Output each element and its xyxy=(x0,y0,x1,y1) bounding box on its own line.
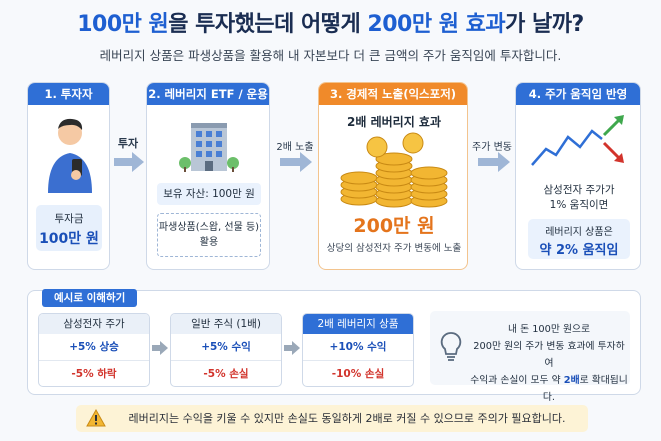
summary-line3-b: 2배 xyxy=(563,375,580,386)
example-down: -10% 손실 xyxy=(331,368,385,380)
leverage-move-box: 레버리지 상품은 약 2% 움직임 xyxy=(528,219,630,259)
step-price-movement-label: 4. 주가 움직임 반영 xyxy=(516,83,640,105)
arrow-price-change-label: 주가 변동 xyxy=(472,142,512,153)
summary-line2: 200만 원의 주가 변동 효과에 투자하여 xyxy=(473,341,625,369)
step-etf-label: 2. 레버리지 ETF / 운용사 xyxy=(147,83,269,123)
warning-text: 레버리지는 수익을 키울 수 있지만 손실도 동일하게 2배로 커질 수 있으므… xyxy=(128,412,566,425)
price-move-text: 삼성전자 주가가 1% 움직이면 xyxy=(516,183,640,213)
title-end: 가 날까? xyxy=(505,12,584,37)
example-column-leverage: 2배 레버리지 상품 +10% 수익 -10% 손실 xyxy=(302,313,414,387)
title-effect: 200만 원 효과 xyxy=(367,12,506,37)
investment-amount-box: 투자금 100만 원 xyxy=(36,205,102,251)
summary-line3-c: 로 확대됩니다. xyxy=(542,375,628,403)
example-down: -5% 손실 xyxy=(203,368,249,380)
leverage-effect-text: 2배 레버리지 효과 xyxy=(347,115,441,129)
stock-trend-icon xyxy=(531,115,624,166)
arrow-right-icon xyxy=(152,341,168,355)
example-tag: 예시로 이해하기 xyxy=(42,289,138,307)
lightbulb-icon xyxy=(440,332,462,361)
example-head: 2배 레버리지 상품 xyxy=(303,314,413,334)
summary-text: 내 돈 100만 원으로 200만 원의 주가 변동 효과에 투자하여 수익과 … xyxy=(470,321,628,406)
derivatives-line2: 활용 xyxy=(199,237,219,248)
example-down: -5% 하락 xyxy=(71,368,117,380)
price-move-line1: 삼성전자 주가가 xyxy=(543,184,615,196)
warning-icon xyxy=(86,409,106,427)
example-column-stock: 삼성전자 주가 +5% 상승 -5% 하락 xyxy=(38,313,150,387)
leverage-move-amount: 약 2% 움직임 xyxy=(539,243,619,258)
derivatives-line1: 파생상품(스왑, 선물 등) xyxy=(158,222,260,233)
exposure-amount: 200만 원 xyxy=(353,215,435,237)
example-summary: 내 돈 100만 원으로 200만 원의 주가 변동 효과에 투자하여 수익과 … xyxy=(430,311,630,403)
title-amount: 100만 원 xyxy=(77,12,169,37)
asset-holding-box: 보유 자산: 100만 원 xyxy=(157,183,261,205)
investment-amount: 100만 원 xyxy=(39,231,99,247)
example-head: 일반 주식 (1배) xyxy=(171,314,281,334)
example-section: 예시로 이해하기 삼성전자 주가 +5% 상승 -5% 하락 일반 주식 (1배… xyxy=(27,289,641,403)
step-etf-card: 2. 레버리지 ETF / 운용사 보유 자산: 100만 원 파생상품(스왑,… xyxy=(146,82,270,270)
example-head: 삼성전자 주가 xyxy=(39,314,149,334)
example-up: +5% 상승 xyxy=(39,334,149,361)
example-up: +5% 수익 xyxy=(171,334,281,361)
page-title: 100만 원을 투자했는데 어떻게 200만 원 효과가 날까? xyxy=(0,6,661,38)
leverage-move-line1: 레버리지 상품은 xyxy=(545,227,613,238)
step-investor-label: 1. 투자자 xyxy=(28,83,109,105)
arrow-right-icon xyxy=(280,152,312,172)
title-middle: 을 투자했는데 어떻게 xyxy=(168,12,368,37)
example-up: +10% 수익 xyxy=(303,334,413,361)
arrow-right-icon xyxy=(478,152,510,172)
step-price-movement-card: 4. 주가 움직임 반영 삼성전자 주가가 1% 움직이면 레버리지 상품은 약… xyxy=(515,82,641,270)
arrow-2x-label: 2배 노출 xyxy=(276,142,314,153)
coin-stacks-icon xyxy=(340,132,448,208)
investor-person-icon xyxy=(48,118,92,193)
arrow-invest-label: 투자 xyxy=(117,137,139,150)
summary-line3-a: 수익과 손실이 모두 약 xyxy=(470,375,564,386)
price-move-line2: 1% 움직이면 xyxy=(549,199,609,211)
summary-line1: 내 돈 100만 원으로 xyxy=(507,324,591,335)
summary-line3: 수익과 손실이 모두 약 2배로 확대됩니다. xyxy=(470,372,628,406)
derivatives-box: 파생상품(스왑, 선물 등) 활용 xyxy=(157,213,261,257)
arrow-right-icon xyxy=(114,152,144,172)
arrow-right-icon xyxy=(284,341,300,355)
building-icon xyxy=(179,123,239,172)
example-column-normal: 일반 주식 (1배) +5% 수익 -5% 손실 xyxy=(170,313,282,387)
page-subtitle: 레버리지 상품은 파생상품을 활용해 내 자본보다 더 큰 금액의 주가 움직임… xyxy=(99,48,562,63)
warning-banner: 레버리지는 수익을 키울 수 있지만 손실도 동일하게 2배로 커질 수 있으므… xyxy=(76,405,588,432)
exposure-description: 상당의 삼성전자 주가 변동에 노출 xyxy=(326,243,462,254)
step-exposure-label: 3. 경제적 노출(익스포저) xyxy=(319,83,467,105)
step-exposure-card: 3. 경제적 노출(익스포저) 2배 레버리지 효과 200만 원 상당의 삼성… xyxy=(318,82,468,270)
investment-label: 투자금 xyxy=(54,213,84,225)
step-investor-card: 1. 투자자 투자금 100만 원 xyxy=(27,82,110,270)
